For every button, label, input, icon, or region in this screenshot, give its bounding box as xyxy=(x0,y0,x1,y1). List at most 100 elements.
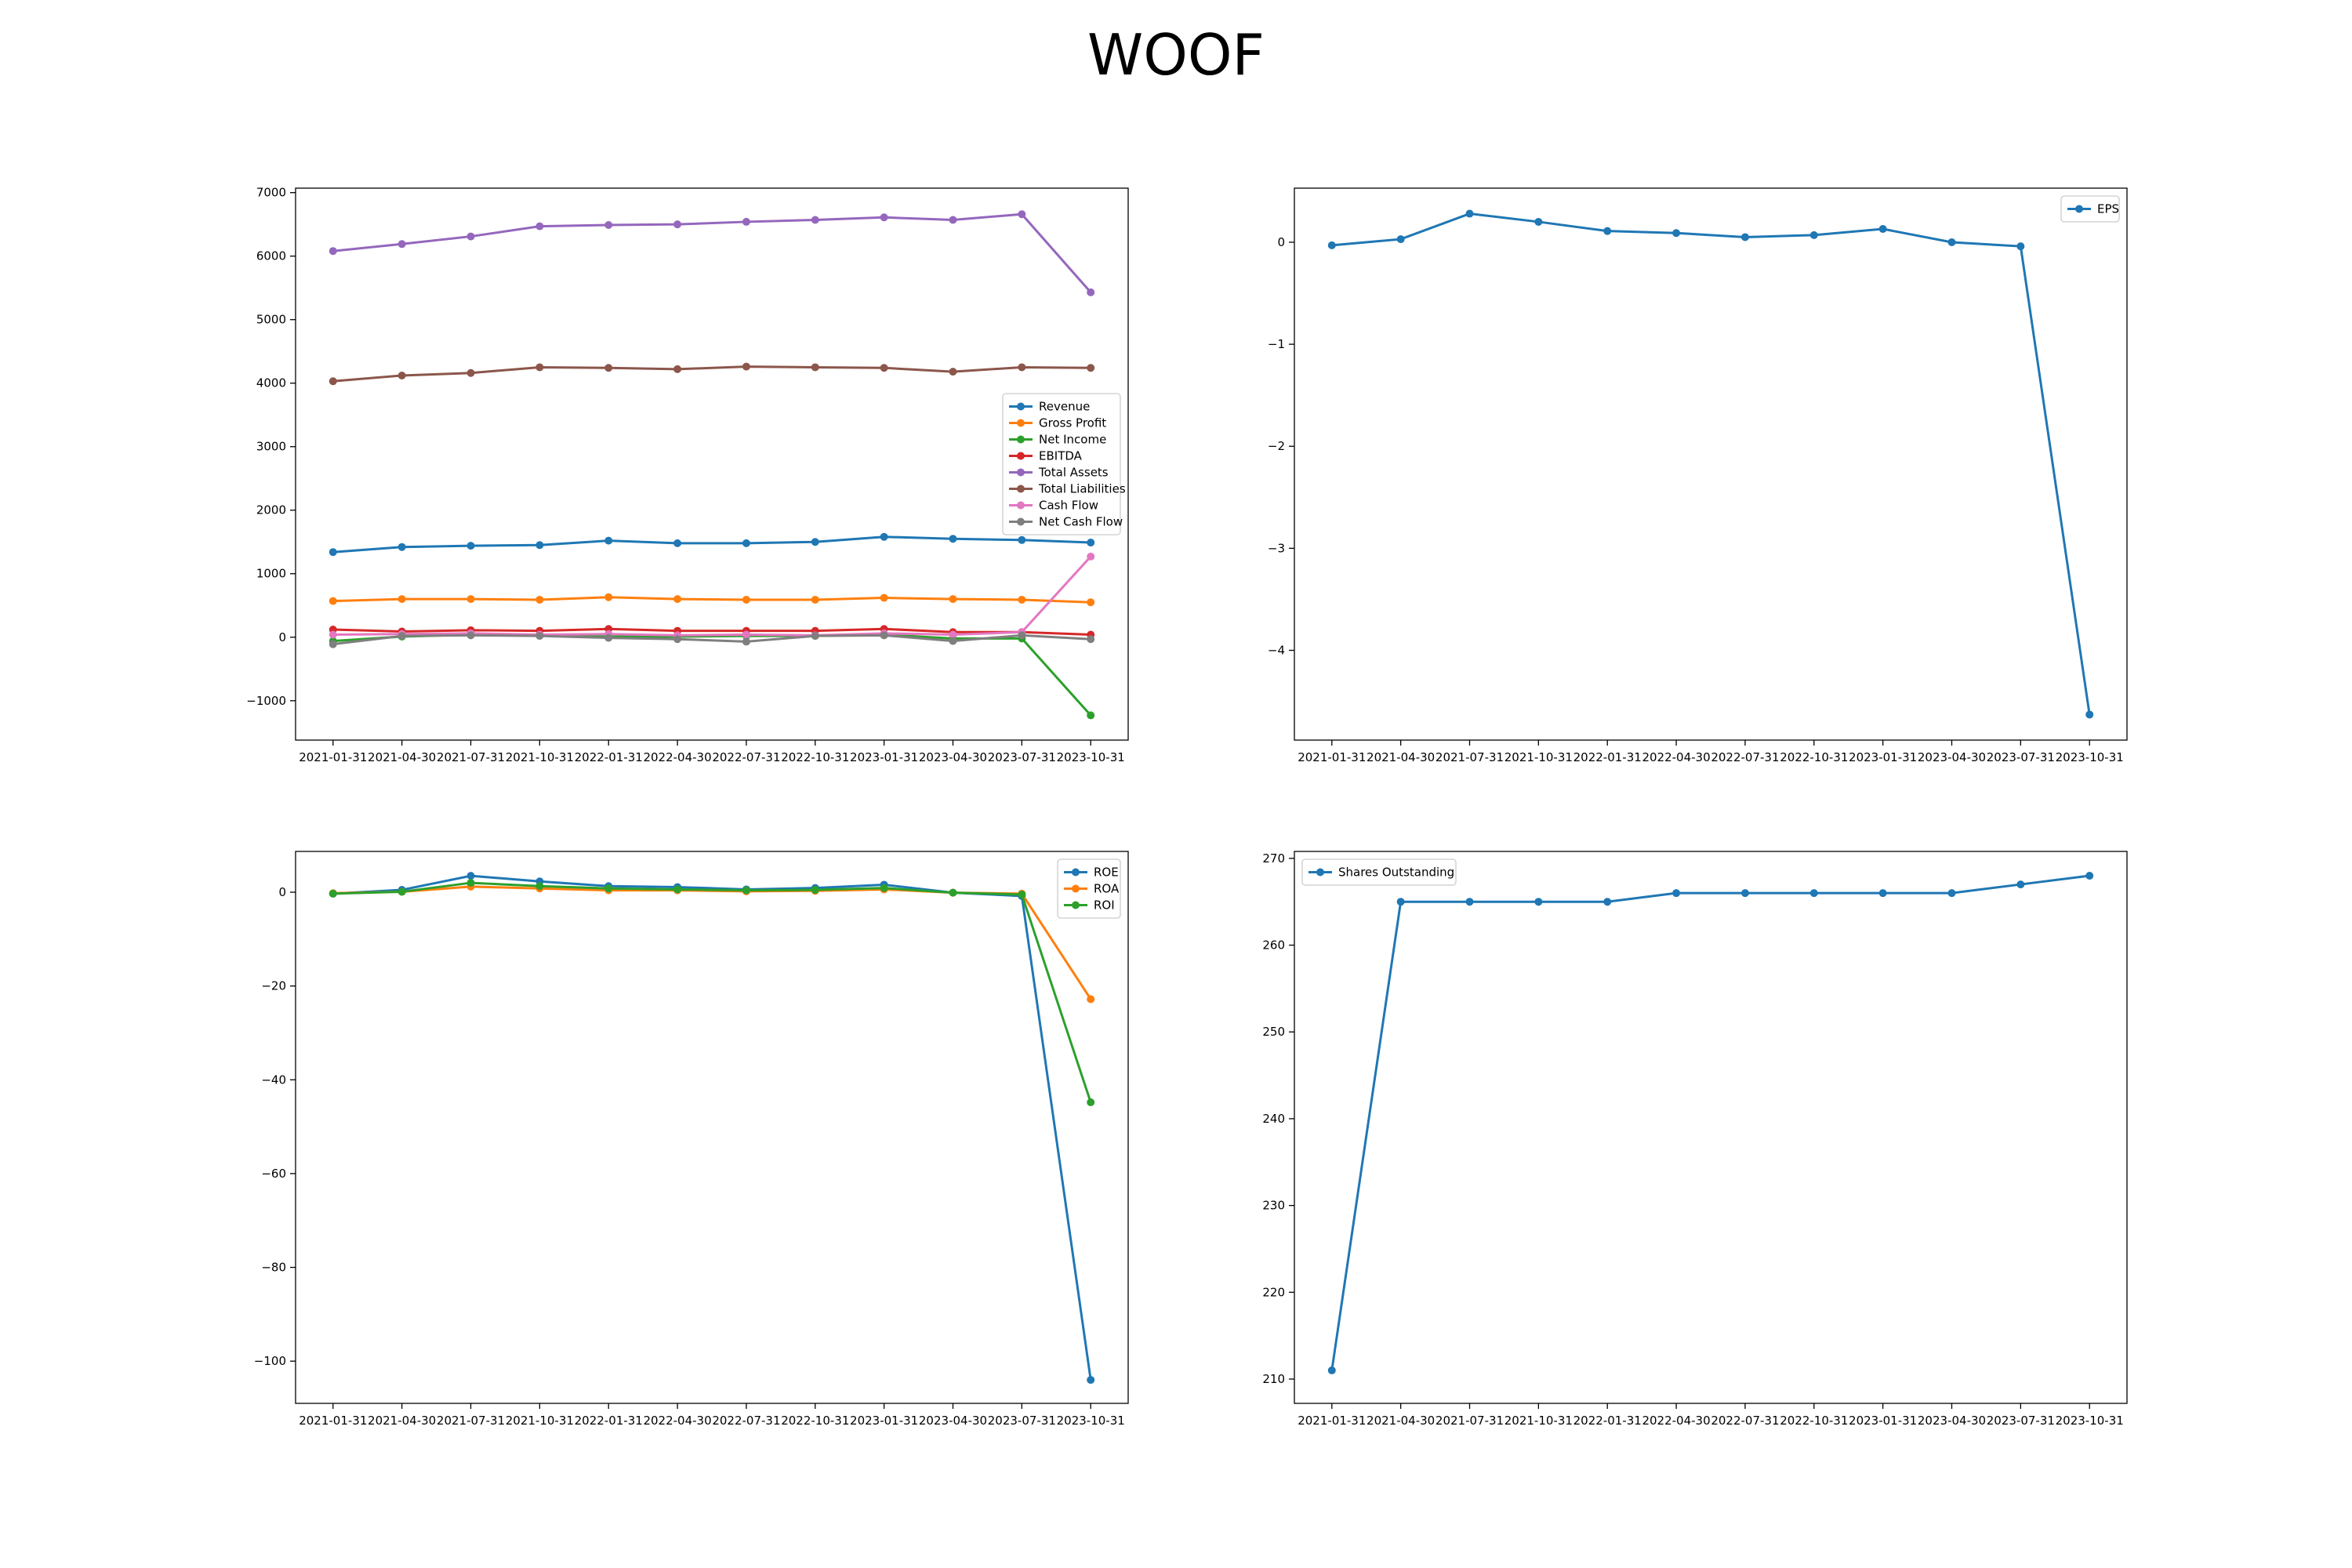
legend-marker xyxy=(1017,419,1025,427)
y-tick-label: 7000 xyxy=(256,186,286,200)
x-tick-label: 2021-04-30 xyxy=(1367,1414,1435,1428)
series-line xyxy=(332,535,1091,554)
series-line xyxy=(332,627,1091,637)
data-point xyxy=(880,532,888,541)
series-line xyxy=(332,596,1091,604)
x-tick-label: 2022-01-31 xyxy=(1573,750,1642,764)
x-tick-label: 2021-04-30 xyxy=(1367,750,1435,764)
data-point xyxy=(1878,225,1887,234)
data-point xyxy=(742,595,750,604)
y-tick-label: −60 xyxy=(261,1167,286,1181)
chart-1: 2021-01-31 2021-04-30 2021-07-31 2021-10-31… xyxy=(246,186,1129,764)
y-tick-label: 2000 xyxy=(256,503,286,517)
data-point xyxy=(1327,241,1336,249)
series-eps xyxy=(1327,209,2094,719)
data-point xyxy=(2016,880,2025,889)
y-tick-label: −80 xyxy=(261,1261,286,1275)
data-point xyxy=(949,637,957,645)
y-tick-label: 230 xyxy=(1262,1199,1285,1213)
data-point xyxy=(1878,889,1887,898)
data-point xyxy=(328,377,337,386)
y-tick-label: 0 xyxy=(278,885,286,899)
series-revenue xyxy=(328,532,1095,557)
data-point xyxy=(1087,552,1095,561)
data-point xyxy=(1087,1376,1095,1385)
data-point xyxy=(397,887,406,896)
x-tick-label: 2023-04-30 xyxy=(919,1414,987,1428)
data-point xyxy=(1672,889,1681,898)
series-cash-flow xyxy=(328,552,1095,640)
x-tick-label: 2023-07-31 xyxy=(1987,1414,2055,1428)
data-point xyxy=(1087,598,1095,607)
data-point xyxy=(673,885,682,894)
plot-frame xyxy=(1294,187,2128,741)
data-point xyxy=(949,216,957,224)
data-point xyxy=(1018,891,1026,899)
x-tick-label: 2023-10-31 xyxy=(2056,750,2124,764)
y-tick-label: 3000 xyxy=(256,440,286,454)
data-point xyxy=(880,884,888,892)
data-point xyxy=(2016,242,2025,251)
data-point xyxy=(742,630,750,639)
data-point xyxy=(1740,233,1749,241)
data-point xyxy=(1018,595,1026,604)
plot-frame xyxy=(295,851,1129,1404)
legend-marker xyxy=(1017,452,1025,460)
data-point xyxy=(1465,209,1474,218)
series-line xyxy=(332,885,1092,1000)
x-tick-label: 2021-01-31 xyxy=(299,750,367,764)
y-tick-label: 260 xyxy=(1262,938,1285,953)
x-tick-label: 2022-07-31 xyxy=(1711,750,1779,764)
data-point xyxy=(1087,1098,1095,1106)
data-point xyxy=(604,593,613,601)
data-point xyxy=(1947,889,1956,898)
series-line xyxy=(332,555,1092,637)
data-point xyxy=(949,535,957,543)
data-point xyxy=(811,632,819,641)
legend-marker xyxy=(2075,205,2083,213)
plot-frame xyxy=(1294,851,2128,1404)
legend-marker xyxy=(1017,501,1025,510)
data-point xyxy=(2085,710,2094,719)
data-point xyxy=(742,637,750,646)
data-point xyxy=(1087,539,1095,547)
series-line xyxy=(1330,874,2090,1371)
legend-box xyxy=(1301,858,1457,886)
data-point xyxy=(535,222,544,230)
y-tick-label: −3 xyxy=(1268,541,1285,555)
data-point xyxy=(811,216,819,224)
data-point xyxy=(949,888,957,897)
data-point xyxy=(604,884,613,893)
legend-label: EBITDA xyxy=(1039,449,1083,463)
x-tick-label: 2022-10-31 xyxy=(1780,1414,1848,1428)
series-net-cash-flow xyxy=(328,631,1095,648)
x-tick-label: 2023-07-31 xyxy=(988,750,1056,764)
series-gross-profit xyxy=(328,593,1095,607)
data-point xyxy=(535,882,544,891)
x-tick-label: 2022-01-31 xyxy=(1573,1414,1642,1428)
data-point xyxy=(1809,889,1818,898)
data-point xyxy=(673,365,682,373)
data-point xyxy=(811,538,819,546)
data-point xyxy=(742,362,750,371)
data-point xyxy=(1087,995,1095,1004)
y-tick-label: 0 xyxy=(278,630,286,644)
data-point xyxy=(328,548,337,557)
data-point xyxy=(328,630,337,639)
data-point xyxy=(673,539,682,547)
x-tick-label: 2023-01-31 xyxy=(850,1414,918,1428)
x-tick-label: 2022-04-30 xyxy=(1642,750,1710,764)
data-point xyxy=(535,541,544,550)
data-point xyxy=(949,630,957,639)
x-tick-label: 2023-04-30 xyxy=(1918,1414,1986,1428)
figure-title: WOOF xyxy=(1087,22,1265,88)
legend-marker xyxy=(1017,468,1025,477)
x-tick-label: 2023-07-31 xyxy=(1987,750,2055,764)
x-tick-label: 2023-10-31 xyxy=(1057,1414,1125,1428)
data-point xyxy=(1018,363,1026,372)
data-point xyxy=(397,371,406,379)
data-point xyxy=(1947,238,1956,246)
data-point xyxy=(1603,898,1612,906)
data-point xyxy=(604,536,613,545)
